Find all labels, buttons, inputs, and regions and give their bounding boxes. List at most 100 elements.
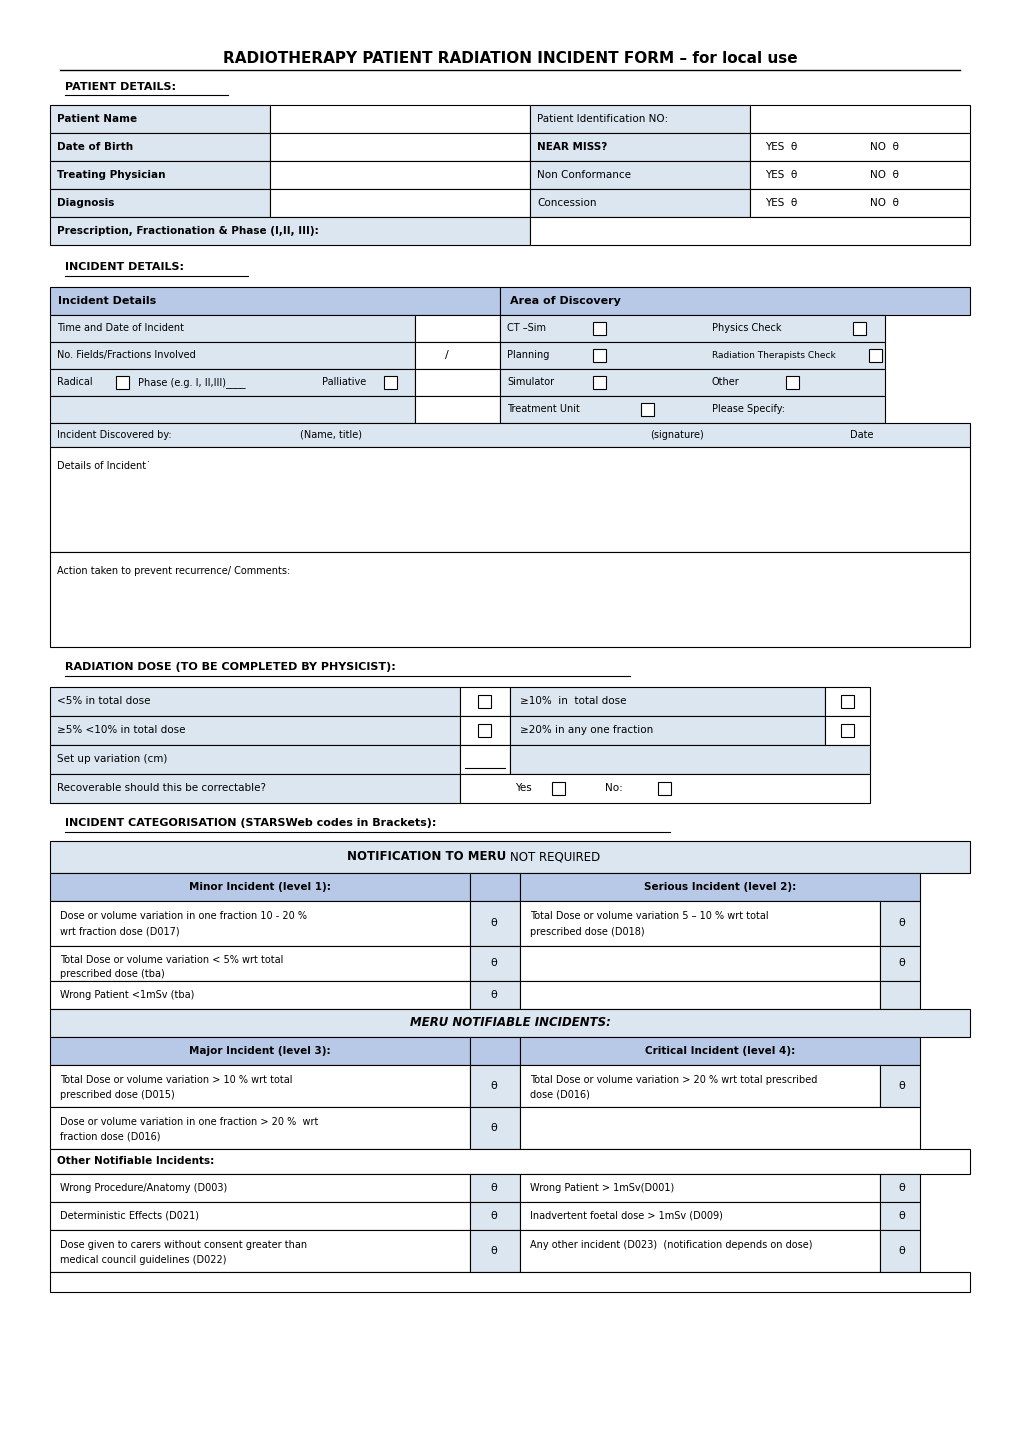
Bar bbox=[50, 1229, 470, 1271]
Text: θ: θ bbox=[489, 1245, 496, 1255]
Text: θ: θ bbox=[897, 1081, 904, 1091]
Text: Deterministic Effects (D021): Deterministic Effects (D021) bbox=[60, 1211, 199, 1221]
Bar bbox=[50, 287, 499, 315]
Text: Non Conformance: Non Conformance bbox=[536, 170, 631, 180]
Text: Wrong Patient > 1mSv(D001): Wrong Patient > 1mSv(D001) bbox=[530, 1183, 674, 1193]
Text: Action taken to prevent recurrence/ Comments:: Action taken to prevent recurrence/ Comm… bbox=[57, 566, 290, 576]
Bar bbox=[499, 369, 884, 395]
Text: Major Incident (level 3):: Major Incident (level 3): bbox=[189, 1046, 330, 1056]
Text: ≥5% <10% in total dose: ≥5% <10% in total dose bbox=[57, 726, 185, 736]
Text: Inadvertent foetal dose > 1mSv (D009): Inadvertent foetal dose > 1mSv (D009) bbox=[530, 1211, 722, 1221]
Text: YES  θ: YES θ bbox=[764, 141, 797, 152]
Bar bbox=[785, 377, 798, 390]
Bar bbox=[50, 1175, 470, 1202]
Text: Total Dose or volume variation > 20 % wrt total prescribed: Total Dose or volume variation > 20 % wr… bbox=[530, 1075, 816, 1085]
Bar bbox=[50, 947, 470, 981]
Bar bbox=[470, 1065, 520, 1107]
Bar bbox=[530, 216, 969, 245]
Text: prescribed dose (tba): prescribed dose (tba) bbox=[60, 970, 165, 978]
Bar bbox=[115, 377, 128, 390]
Text: Details of Incident˙: Details of Incident˙ bbox=[57, 460, 151, 470]
Text: INCIDENT DETAILS:: INCIDENT DETAILS: bbox=[65, 263, 183, 271]
Bar bbox=[530, 189, 749, 216]
Bar bbox=[470, 1229, 520, 1271]
Text: Concession: Concession bbox=[536, 198, 596, 208]
Text: NOTIFICATION TO MERU: NOTIFICATION TO MERU bbox=[346, 850, 510, 863]
Text: NEAR MISS?: NEAR MISS? bbox=[536, 141, 606, 152]
Bar bbox=[383, 377, 396, 390]
Bar bbox=[470, 900, 520, 947]
Bar bbox=[840, 696, 853, 709]
Bar bbox=[50, 369, 415, 395]
Bar bbox=[470, 1038, 520, 1065]
Bar bbox=[50, 423, 969, 447]
Bar bbox=[50, 553, 969, 646]
Text: Wrong Patient <1mSv (tba): Wrong Patient <1mSv (tba) bbox=[60, 990, 195, 1000]
Bar bbox=[50, 900, 470, 947]
Text: /: / bbox=[444, 351, 448, 361]
Text: MERU NOTIFIABLE INCIDENTS:: MERU NOTIFIABLE INCIDENTS: bbox=[410, 1016, 609, 1029]
Text: YES  θ: YES θ bbox=[764, 198, 797, 208]
Text: wrt fraction dose (D017): wrt fraction dose (D017) bbox=[60, 926, 179, 937]
Text: YES  θ: YES θ bbox=[764, 170, 797, 180]
Text: Incident Discovered by:: Incident Discovered by: bbox=[57, 430, 171, 440]
Text: Incident Details: Incident Details bbox=[58, 296, 156, 306]
Bar bbox=[749, 105, 969, 133]
Bar bbox=[879, 1202, 919, 1229]
Bar bbox=[520, 900, 879, 947]
Bar bbox=[499, 395, 884, 423]
Text: NO  θ: NO θ bbox=[869, 141, 898, 152]
Text: NO  θ: NO θ bbox=[869, 198, 898, 208]
Bar bbox=[50, 841, 969, 873]
Bar bbox=[50, 133, 270, 162]
Bar bbox=[749, 162, 969, 189]
Bar bbox=[50, 162, 270, 189]
Bar bbox=[520, 1175, 879, 1202]
Text: θ: θ bbox=[489, 1081, 496, 1091]
Text: θ: θ bbox=[897, 958, 904, 968]
Text: INCIDENT CATEGORISATION (STARSWeb codes in Brackets):: INCIDENT CATEGORISATION (STARSWeb codes … bbox=[65, 818, 436, 828]
Text: No:: No: bbox=[604, 784, 623, 794]
Text: Serious Incident (level 2):: Serious Incident (level 2): bbox=[643, 882, 796, 892]
Bar bbox=[50, 1271, 969, 1291]
Bar bbox=[50, 395, 415, 423]
Text: Area of Discovery: Area of Discovery bbox=[510, 296, 621, 306]
Text: θ: θ bbox=[489, 1123, 496, 1133]
Bar bbox=[470, 1202, 520, 1229]
Text: NO  θ: NO θ bbox=[869, 170, 898, 180]
Text: θ: θ bbox=[897, 919, 904, 928]
Bar bbox=[270, 162, 530, 189]
Bar bbox=[50, 105, 270, 133]
Bar bbox=[50, 687, 460, 716]
Text: Yes: Yes bbox=[515, 784, 531, 794]
Text: Diagnosis: Diagnosis bbox=[57, 198, 114, 208]
Text: <5% in total dose: <5% in total dose bbox=[57, 697, 151, 707]
Bar bbox=[50, 315, 415, 342]
Bar bbox=[520, 873, 919, 900]
Text: No. Fields/Fractions Involved: No. Fields/Fractions Involved bbox=[57, 351, 196, 361]
Text: Other Notifiable Incidents:: Other Notifiable Incidents: bbox=[57, 1156, 214, 1166]
Bar bbox=[50, 189, 270, 216]
Bar bbox=[50, 1202, 470, 1229]
Text: Patient Identification NO:: Patient Identification NO: bbox=[536, 114, 667, 124]
Bar bbox=[415, 315, 499, 342]
Text: prescribed dose (D015): prescribed dose (D015) bbox=[60, 1089, 174, 1100]
Text: Recoverable should this be correctable?: Recoverable should this be correctable? bbox=[57, 784, 266, 794]
Bar bbox=[592, 377, 605, 390]
Bar bbox=[592, 322, 605, 335]
Text: Planning: Planning bbox=[506, 351, 549, 361]
Text: Physics Check: Physics Check bbox=[711, 323, 781, 333]
Bar bbox=[50, 1149, 969, 1175]
Bar bbox=[470, 981, 520, 1009]
Text: Treating Physician: Treating Physician bbox=[57, 170, 165, 180]
Bar bbox=[551, 782, 564, 795]
Text: Date: Date bbox=[849, 430, 872, 440]
Bar bbox=[470, 1107, 520, 1149]
Text: fraction dose (D016): fraction dose (D016) bbox=[60, 1131, 160, 1141]
Bar bbox=[50, 1065, 470, 1107]
Text: (signature): (signature) bbox=[649, 430, 703, 440]
Text: Simulator: Simulator bbox=[506, 378, 553, 388]
Text: Prescription, Fractionation & Phase (I,II, III):: Prescription, Fractionation & Phase (I,I… bbox=[57, 227, 319, 237]
Bar bbox=[470, 1175, 520, 1202]
Text: Minor Incident (level 1):: Minor Incident (level 1): bbox=[189, 882, 330, 892]
